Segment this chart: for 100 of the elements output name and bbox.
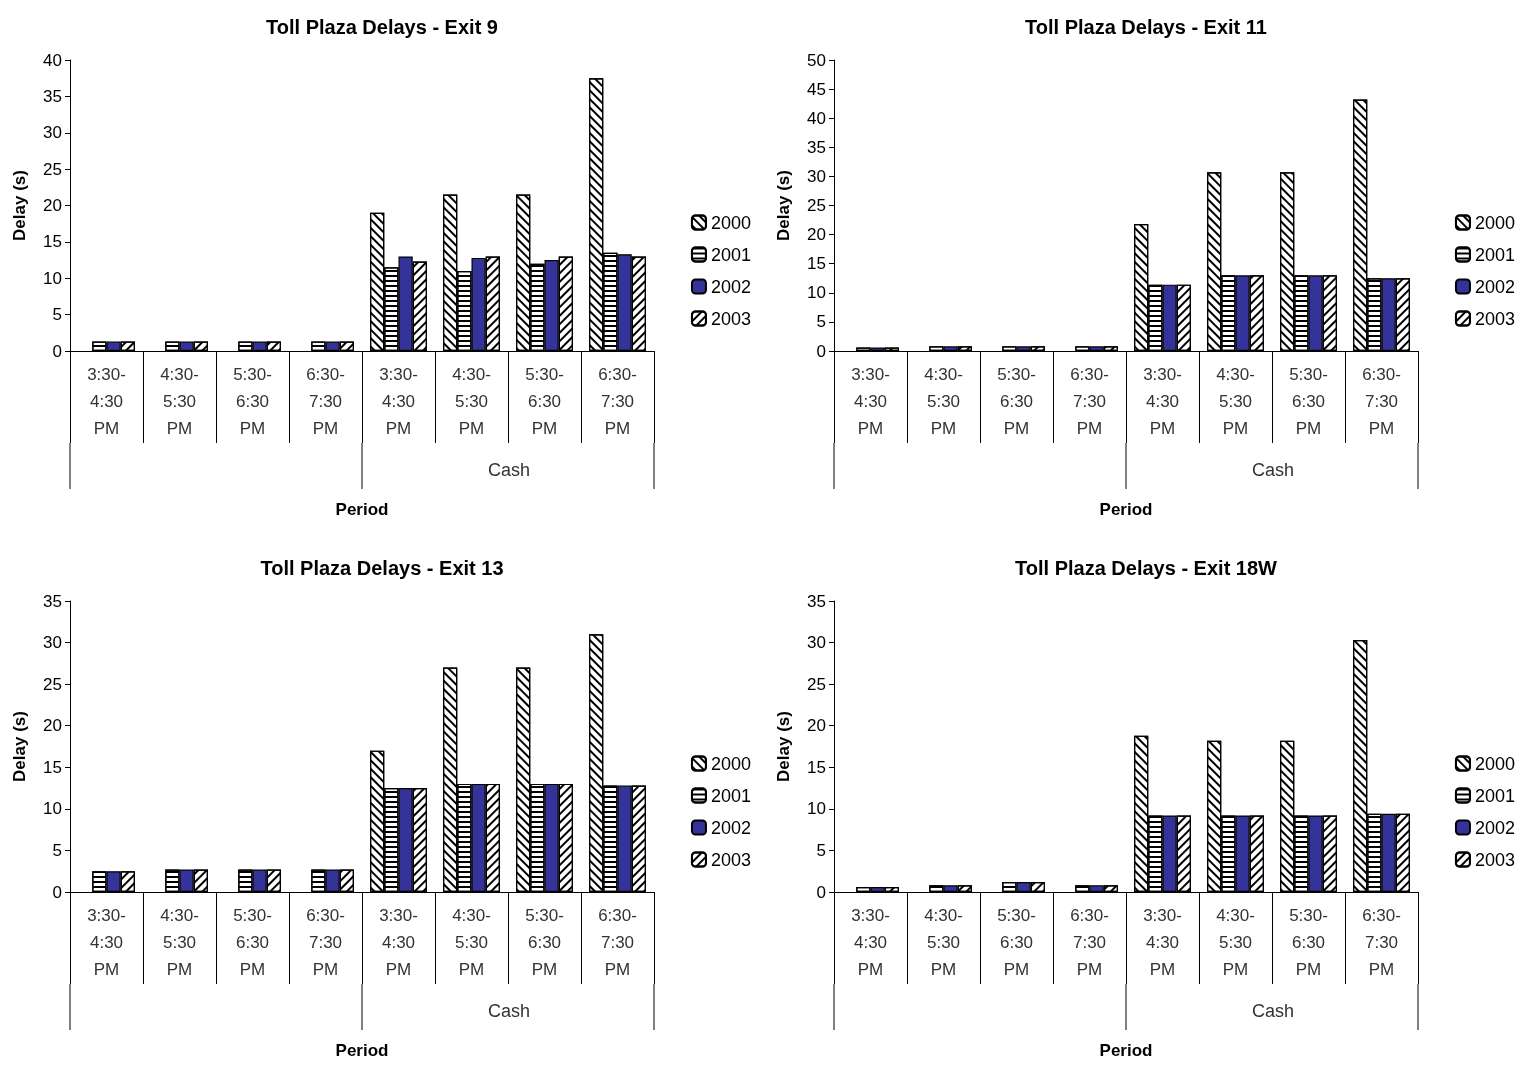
chart-title: Toll Plaza Delays - Exit 11 — [1025, 16, 1267, 38]
y-tick-label: 0 — [52, 341, 62, 361]
x-tick-label: 3:30-4:30 PM — [379, 365, 418, 438]
y-tick-label: 0 — [52, 882, 62, 902]
y-tick-label: 20 — [807, 225, 826, 245]
y-tick-label: 35 — [43, 86, 62, 106]
legend-label: 2002 — [1474, 817, 1515, 838]
y-tick-label: 10 — [807, 283, 826, 303]
legend-label: 2002 — [1474, 276, 1515, 297]
y-tick-label: 5 — [816, 840, 826, 860]
legend-label: 2000 — [1474, 753, 1515, 774]
chart-title: Toll Plaza Delays - Exit 13 — [260, 557, 504, 579]
legend-label: 2001 — [710, 785, 751, 806]
y-tick-label: 10 — [43, 799, 62, 819]
legend-label: 2001 — [1474, 244, 1515, 265]
x-tick-label: 3:30-4:30 PM — [851, 906, 890, 979]
x-tick-label: 4:30-5:30 PM — [452, 365, 491, 438]
y-tick-label: 35 — [807, 591, 826, 611]
y-tick-label: 5 — [816, 312, 826, 332]
x-tick-label: 5:30-6:30 PM — [233, 906, 272, 979]
text: Cash — [488, 460, 531, 480]
y-tick-label: 35 — [807, 137, 826, 157]
text: Cash — [1252, 460, 1295, 480]
y-tick-label: 30 — [43, 633, 62, 653]
x-tick-label: 6:30-7:30 PM — [1070, 906, 1109, 979]
y-tick-label: 5 — [52, 840, 62, 860]
x-tick-label: 3:30-4:30 PM — [87, 365, 126, 438]
x-tick-label: 6:30-7:30 PM — [1362, 365, 1401, 438]
y-tick-label: 15 — [807, 757, 826, 777]
legend-label: 2001 — [710, 244, 751, 265]
y-tick-label: 25 — [43, 159, 62, 179]
legend-label: 2000 — [710, 753, 751, 774]
y-tick-label: 0 — [816, 341, 826, 361]
y-tick-label: 15 — [43, 757, 62, 777]
legend-label: 2001 — [1474, 785, 1515, 806]
x-tick-label: 3:30-4:30 PM — [87, 906, 126, 979]
legend-label: 2003 — [710, 308, 751, 329]
x-tick-label: 5:30-6:30 PM — [997, 906, 1036, 979]
x-tick-label: 4:30-5:30 PM — [1216, 906, 1255, 979]
y-axis-title: Delay (s) — [10, 711, 29, 782]
x-tick-label: 6:30-7:30 PM — [598, 365, 637, 438]
y-tick-label: 25 — [43, 674, 62, 694]
x-tick-label: 5:30-6:30 PM — [997, 365, 1036, 438]
y-axis-title: Delay (s) — [774, 170, 793, 241]
legend-label: 2000 — [1474, 212, 1515, 233]
y-tick-label: 10 — [43, 268, 62, 288]
legend-label: 2003 — [1474, 849, 1515, 870]
chart-title: Toll Plaza Delays - Exit 9 — [266, 16, 498, 38]
chart-title: Toll Plaza Delays - Exit 18W — [1015, 557, 1278, 579]
y-tick-label: 20 — [807, 716, 826, 736]
legend-label: 2000 — [710, 212, 751, 233]
y-tick-label: 15 — [43, 232, 62, 252]
y-tick-label: 50 — [807, 50, 826, 70]
y-axis-title: Delay (s) — [774, 711, 793, 782]
x-tick-label: 6:30-7:30 PM — [1362, 906, 1401, 979]
y-tick-label: 35 — [43, 591, 62, 611]
x-axis-title: Period — [335, 1041, 389, 1060]
x-tick-label: 4:30-5:30 PM — [924, 906, 963, 979]
y-tick-label: 20 — [43, 716, 62, 736]
x-tick-label: 5:30-6:30 PM — [525, 365, 564, 438]
y-tick-label: 30 — [807, 166, 826, 186]
legend-label: 2002 — [710, 817, 751, 838]
x-tick-label: 4:30-5:30 PM — [1216, 365, 1255, 438]
legend-label: 2003 — [1474, 308, 1515, 329]
x-tick-label: 5:30-6:30 PM — [525, 906, 564, 979]
x-tick-label: 6:30-7:30 PM — [306, 906, 345, 979]
x-tick-label: 3:30-4:30 PM — [1143, 365, 1182, 438]
x-tick-label: 4:30-5:30 PM — [160, 365, 199, 438]
x-tick-label: 5:30-6:30 PM — [1289, 906, 1328, 979]
y-tick-label: 40 — [807, 108, 826, 128]
text: Cash — [488, 1001, 531, 1021]
x-tick-label: 6:30-7:30 PM — [306, 365, 345, 438]
y-tick-label: 15 — [807, 254, 826, 274]
x-tick-label: 6:30-7:30 PM — [1070, 365, 1109, 438]
legend-label: 2003 — [710, 849, 751, 870]
x-tick-label: 3:30-4:30 PM — [1143, 906, 1182, 979]
y-tick-label: 0 — [816, 882, 826, 902]
y-tick-label: 10 — [807, 799, 826, 819]
y-tick-label: 30 — [807, 633, 826, 653]
x-tick-label: 3:30-4:30 PM — [379, 906, 418, 979]
x-tick-label: 5:30-6:30 PM — [1289, 365, 1328, 438]
y-tick-label: 45 — [807, 79, 826, 99]
y-tick-label: 25 — [807, 196, 826, 215]
y-tick-label: 30 — [43, 123, 62, 143]
x-tick-label: 4:30-5:30 PM — [924, 365, 963, 438]
x-axis-title: Period — [1099, 1041, 1153, 1060]
x-tick-label: 4:30-5:30 PM — [160, 906, 199, 979]
y-tick-label: 5 — [52, 305, 62, 325]
x-axis-title: Period — [1099, 500, 1153, 519]
y-tick-label: 20 — [43, 196, 62, 215]
x-tick-label: 5:30-6:30 PM — [233, 365, 272, 438]
x-axis-title: Period — [335, 500, 389, 519]
y-tick-label: 40 — [43, 50, 62, 70]
y-axis-title: Delay (s) — [10, 170, 29, 241]
x-tick-label: 3:30-4:30 PM — [851, 365, 890, 438]
text: Cash — [1252, 1001, 1295, 1021]
x-tick-label: 6:30-7:30 PM — [598, 906, 637, 979]
legend-label: 2002 — [710, 276, 751, 297]
x-tick-label: 4:30-5:30 PM — [452, 906, 491, 979]
y-tick-label: 25 — [807, 674, 826, 694]
